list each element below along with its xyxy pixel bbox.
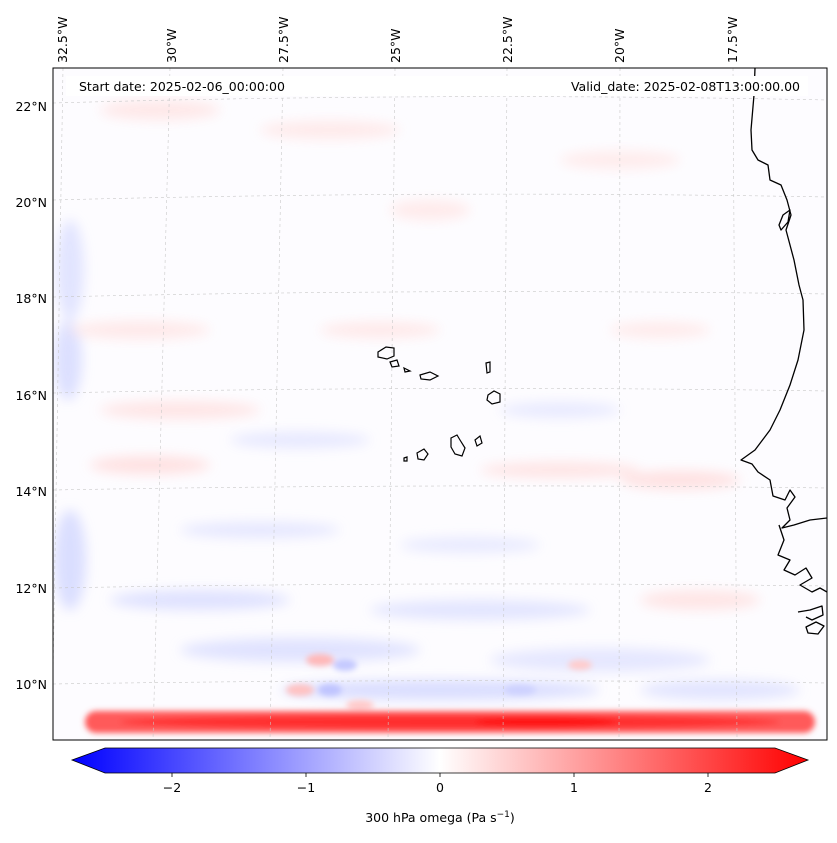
cape-verde-islands	[377, 346, 501, 462]
lon-label: 30°W	[164, 28, 179, 63]
meridian-line	[618, 68, 621, 740]
parallel-line	[53, 680, 827, 685]
island	[416, 448, 429, 461]
parallel-line	[53, 388, 827, 394]
parallel-line	[53, 291, 827, 298]
lat-label: 10°N	[15, 677, 47, 692]
parallel-line	[53, 485, 827, 491]
lon-label: 20°W	[612, 28, 627, 63]
island	[403, 456, 408, 462]
island	[474, 434, 483, 447]
parallel-line	[53, 193, 827, 201]
start-date-label: Start date: 2025-02-06_00:00:00	[79, 79, 285, 94]
lat-label: 20°N	[15, 195, 47, 210]
colorbar: −2 −1 0 1 2 300 hPa omega (Pa s−1)	[70, 747, 810, 825]
lon-label: 27.5°W	[276, 17, 291, 63]
meridian-line	[387, 68, 396, 740]
latitude-labels: 22°N 20°N 18°N 16°N 14°N 12°N 10°N	[15, 99, 47, 692]
island	[377, 346, 395, 360]
meridian-line	[53, 68, 64, 698]
valid-date-label: Valid_date: 2025-02-08T13:00:00.00	[571, 79, 800, 94]
lat-label: 14°N	[15, 484, 47, 499]
colorbar-label: 300 hPa omega (Pa s−1)	[365, 810, 515, 825]
lat-label: 12°N	[15, 581, 47, 596]
map-panel: Start date: 2025-02-06_00:00:00 Valid_da…	[53, 68, 827, 740]
omega-field	[54, 100, 815, 733]
parallel-line	[53, 96, 827, 104]
island	[450, 434, 466, 457]
parallel-line	[53, 583, 827, 589]
map-frame	[52, 67, 828, 741]
colorbar-tick-label: −2	[163, 780, 181, 795]
lat-label: 16°N	[15, 388, 47, 403]
island	[389, 359, 400, 368]
lat-label: 22°N	[15, 99, 47, 114]
graticule	[53, 68, 827, 740]
colorbar-tick-label: 2	[704, 780, 712, 795]
colorbar-tick-label: 0	[436, 780, 444, 795]
date-banner	[66, 76, 808, 96]
africa-coastline	[740, 68, 827, 635]
meridian-line	[502, 68, 508, 740]
colorbar-ticks: −2 −1 0 1 2	[163, 773, 712, 795]
island	[403, 366, 412, 373]
lon-label: 32.5°W	[55, 17, 70, 63]
island	[419, 371, 440, 381]
colorbar-tick-label: −1	[297, 780, 315, 795]
colorbar-body	[70, 747, 810, 774]
lon-label: 17.5°W	[725, 17, 740, 63]
lon-label: 25°W	[388, 28, 403, 63]
lon-label: 22.5°W	[500, 17, 515, 63]
longitude-labels: 32.5°W 30°W 27.5°W 25°W 22.5°W 20°W 17.5…	[55, 17, 740, 63]
colorbar-tick-label: 1	[570, 780, 578, 795]
island	[486, 390, 501, 405]
island	[485, 361, 491, 374]
lat-label: 18°N	[15, 291, 47, 306]
meridian-line	[269, 68, 284, 740]
meridian-line	[152, 68, 171, 740]
meridian-line	[732, 68, 738, 740]
